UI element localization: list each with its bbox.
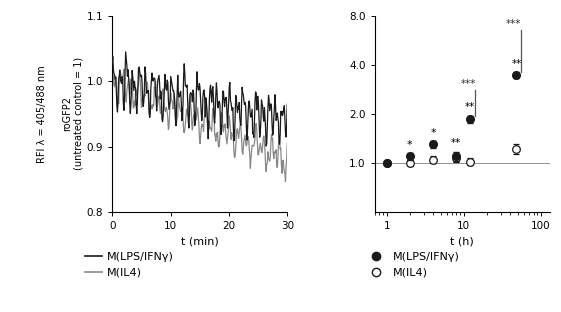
Text: ***: ***: [506, 19, 521, 29]
Text: *: *: [407, 139, 413, 149]
Text: **: **: [451, 138, 462, 148]
Text: **: **: [465, 102, 475, 112]
Text: RFI λ = 405/488 nm: RFI λ = 405/488 nm: [37, 65, 47, 163]
Text: ***: ***: [461, 79, 476, 89]
X-axis label: t (min): t (min): [181, 237, 219, 247]
Text: *: *: [430, 128, 436, 138]
Legend: M(LPS/IFNγ), M(IL4): M(LPS/IFNγ), M(IL4): [81, 247, 179, 282]
X-axis label: t (h): t (h): [450, 237, 474, 247]
Legend: M(LPS/IFNγ), M(IL4): M(LPS/IFNγ), M(IL4): [361, 247, 465, 282]
Text: **: **: [511, 59, 522, 69]
Y-axis label: roGFP2
(untreated control = 1): roGFP2 (untreated control = 1): [62, 57, 84, 170]
